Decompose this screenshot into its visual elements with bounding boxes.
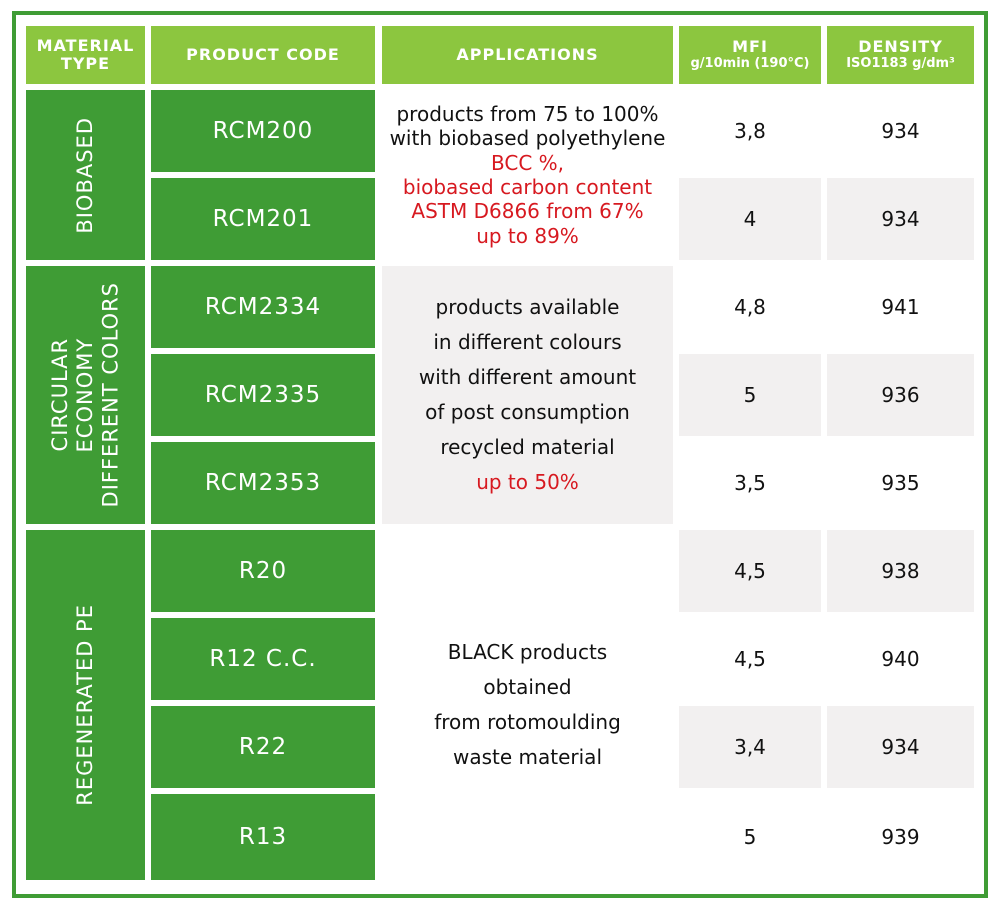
applications-highlight-line: up to 89% (476, 223, 579, 248)
applications-highlight-line: biobased carbon content (402, 175, 653, 199)
mfi-cell: 4 (679, 178, 821, 260)
applications-line: of post consumption (425, 400, 630, 424)
mfi-cell: 4,5 (679, 618, 821, 700)
product-code-cell: R20 (151, 530, 375, 612)
material-type-regenerated-pe: REGENERATED PE (26, 530, 145, 880)
header-applications: APPLICATIONS (382, 26, 673, 84)
applications-line: obtained (483, 675, 572, 699)
material-type-biobased-label: BIOBASED (72, 116, 97, 234)
header-material-type-line-1: MATERIAL (36, 35, 135, 55)
product-code-cell: RCM201 (151, 178, 375, 260)
applications-line: with biobased polyethylene (389, 126, 666, 151)
material-type-biobased: BIOBASED (26, 90, 145, 260)
mfi-cell: 3,8 (679, 90, 821, 172)
density-cell: 941 (827, 266, 974, 348)
applications-line: BLACK products (447, 640, 608, 664)
product-code-cell: RCM2353 (151, 442, 375, 524)
density-cell: 936 (827, 354, 974, 436)
header-material-type-line-2: TYPE (60, 54, 111, 73)
density-cell: 934 (827, 706, 974, 788)
mfi-cell: 4,8 (679, 266, 821, 348)
product-code-cell: RCM2334 (151, 266, 375, 348)
applications-line: from rotomoulding (434, 710, 621, 734)
header-product-code: PRODUCT CODE (151, 26, 375, 84)
header-material-type: MATERIAL TYPE (26, 26, 145, 84)
density-cell: 939 (827, 794, 974, 880)
applications-biobased: products from 75 to 100% with biobased p… (382, 90, 673, 260)
mfi-cell: 5 (679, 354, 821, 436)
product-code-cell: R13 (151, 794, 375, 880)
applications-highlight-line: ASTM D6866 from 67% (411, 199, 644, 224)
density-cell: 935 (827, 442, 974, 524)
material-type-circular-economy: CIRCULAR ECONOMY DIFFERENT COLORS (26, 266, 145, 524)
applications-highlight-line: up to 50% (476, 470, 579, 494)
mfi-cell: 3,5 (679, 442, 821, 524)
header-mfi-unit: g/10min (190°C) (690, 56, 810, 72)
applications-line: waste material (452, 745, 602, 769)
mfi-cell: 5 (679, 794, 821, 880)
applications-line: with different amount (418, 365, 637, 389)
product-code-cell: R12 C.C. (151, 618, 375, 700)
mfi-cell: 3,4 (679, 706, 821, 788)
density-cell: 938 (827, 530, 974, 612)
header-applications-label: APPLICATIONS (456, 44, 599, 64)
header-density-label: DENSITY (858, 37, 943, 56)
applications-highlight-line: BCC %, (490, 150, 565, 175)
density-cell: 934 (827, 90, 974, 172)
header-density-unit: ISO1183 g/dm³ (846, 56, 955, 72)
applications-line: products available (435, 295, 620, 319)
header-density: DENSITY ISO1183 g/dm³ (827, 26, 974, 84)
table-frame (12, 11, 988, 898)
material-type-line: CIRCULAR (47, 338, 72, 452)
header-mfi: MFI g/10min (190°C) (679, 26, 821, 84)
header-mfi-label: MFI (732, 37, 768, 56)
applications-line: products from 75 to 100% (396, 101, 659, 126)
applications-regenerated-pe: BLACK products obtained from rotomouldin… (382, 530, 673, 880)
material-type-regenerated-pe-label: REGENERATED PE (72, 604, 97, 806)
applications-circular-economy: products available in different colours … (382, 266, 673, 524)
product-code-cell: RCM2335 (151, 354, 375, 436)
density-cell: 934 (827, 178, 974, 260)
density-cell: 940 (827, 618, 974, 700)
product-code-cell: RCM200 (151, 90, 375, 172)
material-type-circular-economy-label: CIRCULAR ECONOMY DIFFERENT COLORS (48, 282, 124, 507)
material-type-line: DIFFERENT COLORS (98, 282, 123, 508)
applications-line: recycled material (440, 435, 615, 459)
material-type-line: ECONOMY (72, 337, 97, 453)
header-product-code-label: PRODUCT CODE (186, 44, 340, 64)
applications-line: in different colours (433, 330, 622, 354)
mfi-cell: 4,5 (679, 530, 821, 612)
product-code-cell: R22 (151, 706, 375, 788)
